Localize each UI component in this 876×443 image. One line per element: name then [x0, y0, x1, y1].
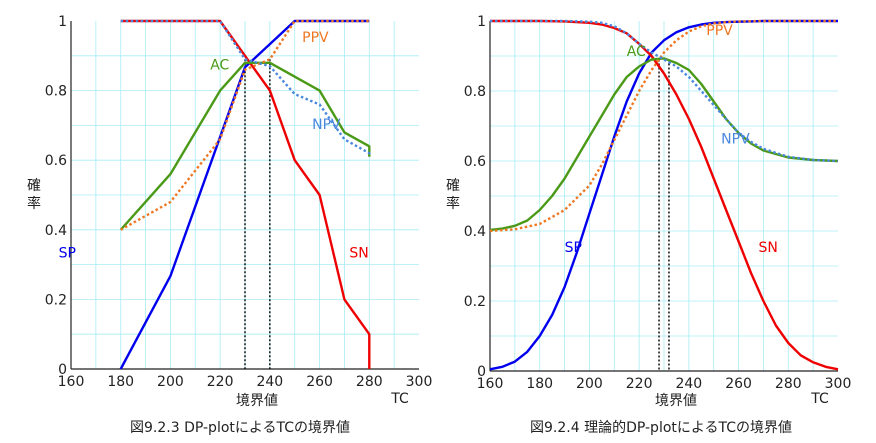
x-tick-label: 160 — [58, 374, 85, 390]
series-ppv-line — [120, 19, 370, 231]
x-tick-label: 280 — [775, 376, 802, 392]
x-tick-label: 260 — [306, 374, 333, 390]
x-tick-label: 220 — [207, 374, 234, 390]
y-axis-label-char: 率 — [446, 195, 460, 212]
series-label-npv: NPV — [312, 117, 341, 133]
y-tick-label: 0.4 — [45, 223, 67, 239]
y-tick-label: 0.2 — [45, 292, 67, 308]
y-tick-label: 0.2 — [464, 294, 486, 310]
y-axis-label-char: 率 — [27, 195, 41, 212]
series-label-sp: SP — [59, 246, 76, 262]
x-axis-unit: TC — [810, 391, 829, 407]
series-label-ac: AC — [627, 44, 646, 60]
y-tick-label: 0.8 — [45, 84, 67, 100]
x-tick-label: 240 — [675, 376, 702, 392]
series-npv-line — [120, 19, 371, 157]
y-axis-label-char: 確 — [27, 178, 41, 194]
series-label-sp: SP — [565, 240, 582, 256]
series-sp-line — [119, 19, 370, 370]
x-tick-label: 160 — [477, 376, 504, 392]
x-tick-label: 240 — [256, 374, 283, 390]
x-tick-label: 180 — [526, 376, 553, 392]
x-tick-label: 220 — [626, 376, 653, 392]
x-tick-label: 260 — [725, 376, 752, 392]
series-label-ac: AC — [210, 58, 229, 74]
series-ac-line — [119, 61, 371, 231]
y-tick-label: 0 — [58, 362, 67, 378]
chart-dp-plot: 160 180 200 220 240 260 280 300 0 0.2 0.4 0.6 0.8 1 SP… — [27, 14, 432, 436]
x-tick-label: 300 — [406, 374, 433, 390]
x-tick-label: 200 — [576, 376, 603, 392]
x-tick-label: 200 — [157, 374, 184, 390]
figure-caption: 図9.2.3 DP-plotによるTCの境界値 — [130, 420, 350, 436]
series-label-sn: SN — [758, 240, 777, 256]
y-tick-label: 0.6 — [464, 154, 486, 170]
x-axis-label: 境界値 — [655, 393, 697, 409]
series-label-ppv: PPV — [706, 23, 733, 39]
series-sn-line — [120, 19, 371, 369]
y-tick-label: 0.6 — [45, 153, 67, 169]
series-label-npv: NPV — [721, 132, 750, 148]
y-tick-label: 1 — [58, 14, 67, 30]
series-ac-line — [489, 57, 839, 232]
chart-theoretical-dp-plot: 160 180 200 220 240 260 280 300 0 0.2 0.4 0.6 0.8 1 SP… — [446, 14, 851, 436]
series-sn-line — [490, 19, 839, 371]
series-label-ppv: PPV — [302, 30, 329, 46]
series-label-sn: SN — [349, 246, 368, 262]
y-tick-label: 0.4 — [464, 224, 486, 240]
y-axis-label-char: 確 — [446, 178, 460, 194]
x-axis-unit: TC — [390, 391, 409, 407]
y-tick-label: 0.8 — [464, 84, 486, 100]
x-axis-label: 境界値 — [236, 393, 278, 409]
figure-caption: 図9.2.4 理論的DP-plotによるTCの境界値 — [530, 420, 792, 436]
x-tick-label: 180 — [107, 374, 134, 390]
series-npv-line — [490, 19, 839, 163]
series-ppv-line — [489, 19, 838, 233]
y-tick-label: 1 — [477, 14, 486, 30]
y-tick-label: 0 — [477, 364, 486, 380]
x-tick-label: 300 — [825, 376, 852, 392]
x-tick-label: 280 — [356, 374, 383, 390]
